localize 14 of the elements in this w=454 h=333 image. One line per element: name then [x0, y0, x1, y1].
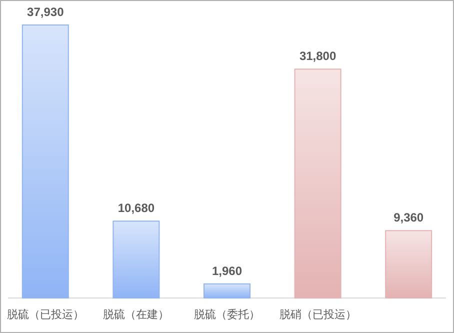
data-label: 10,680 [118, 201, 155, 216]
data-label: 9,360 [394, 210, 424, 225]
bar [204, 283, 250, 298]
x-tick-label: 脱硫（在建） [103, 308, 170, 321]
bar [22, 24, 69, 298]
bar [385, 230, 432, 298]
data-label: 37,930 [27, 5, 64, 19]
data-label: 31,800 [299, 49, 336, 64]
x-tick-label: 脱硫（已投运） [6, 308, 84, 321]
bar [112, 220, 160, 298]
data-label: 1,960 [212, 264, 242, 278]
x-tick-label: 脱硫（委托） [194, 308, 260, 321]
x-tick-label: 脱硝（已投运） [279, 308, 356, 321]
bar [294, 68, 342, 298]
